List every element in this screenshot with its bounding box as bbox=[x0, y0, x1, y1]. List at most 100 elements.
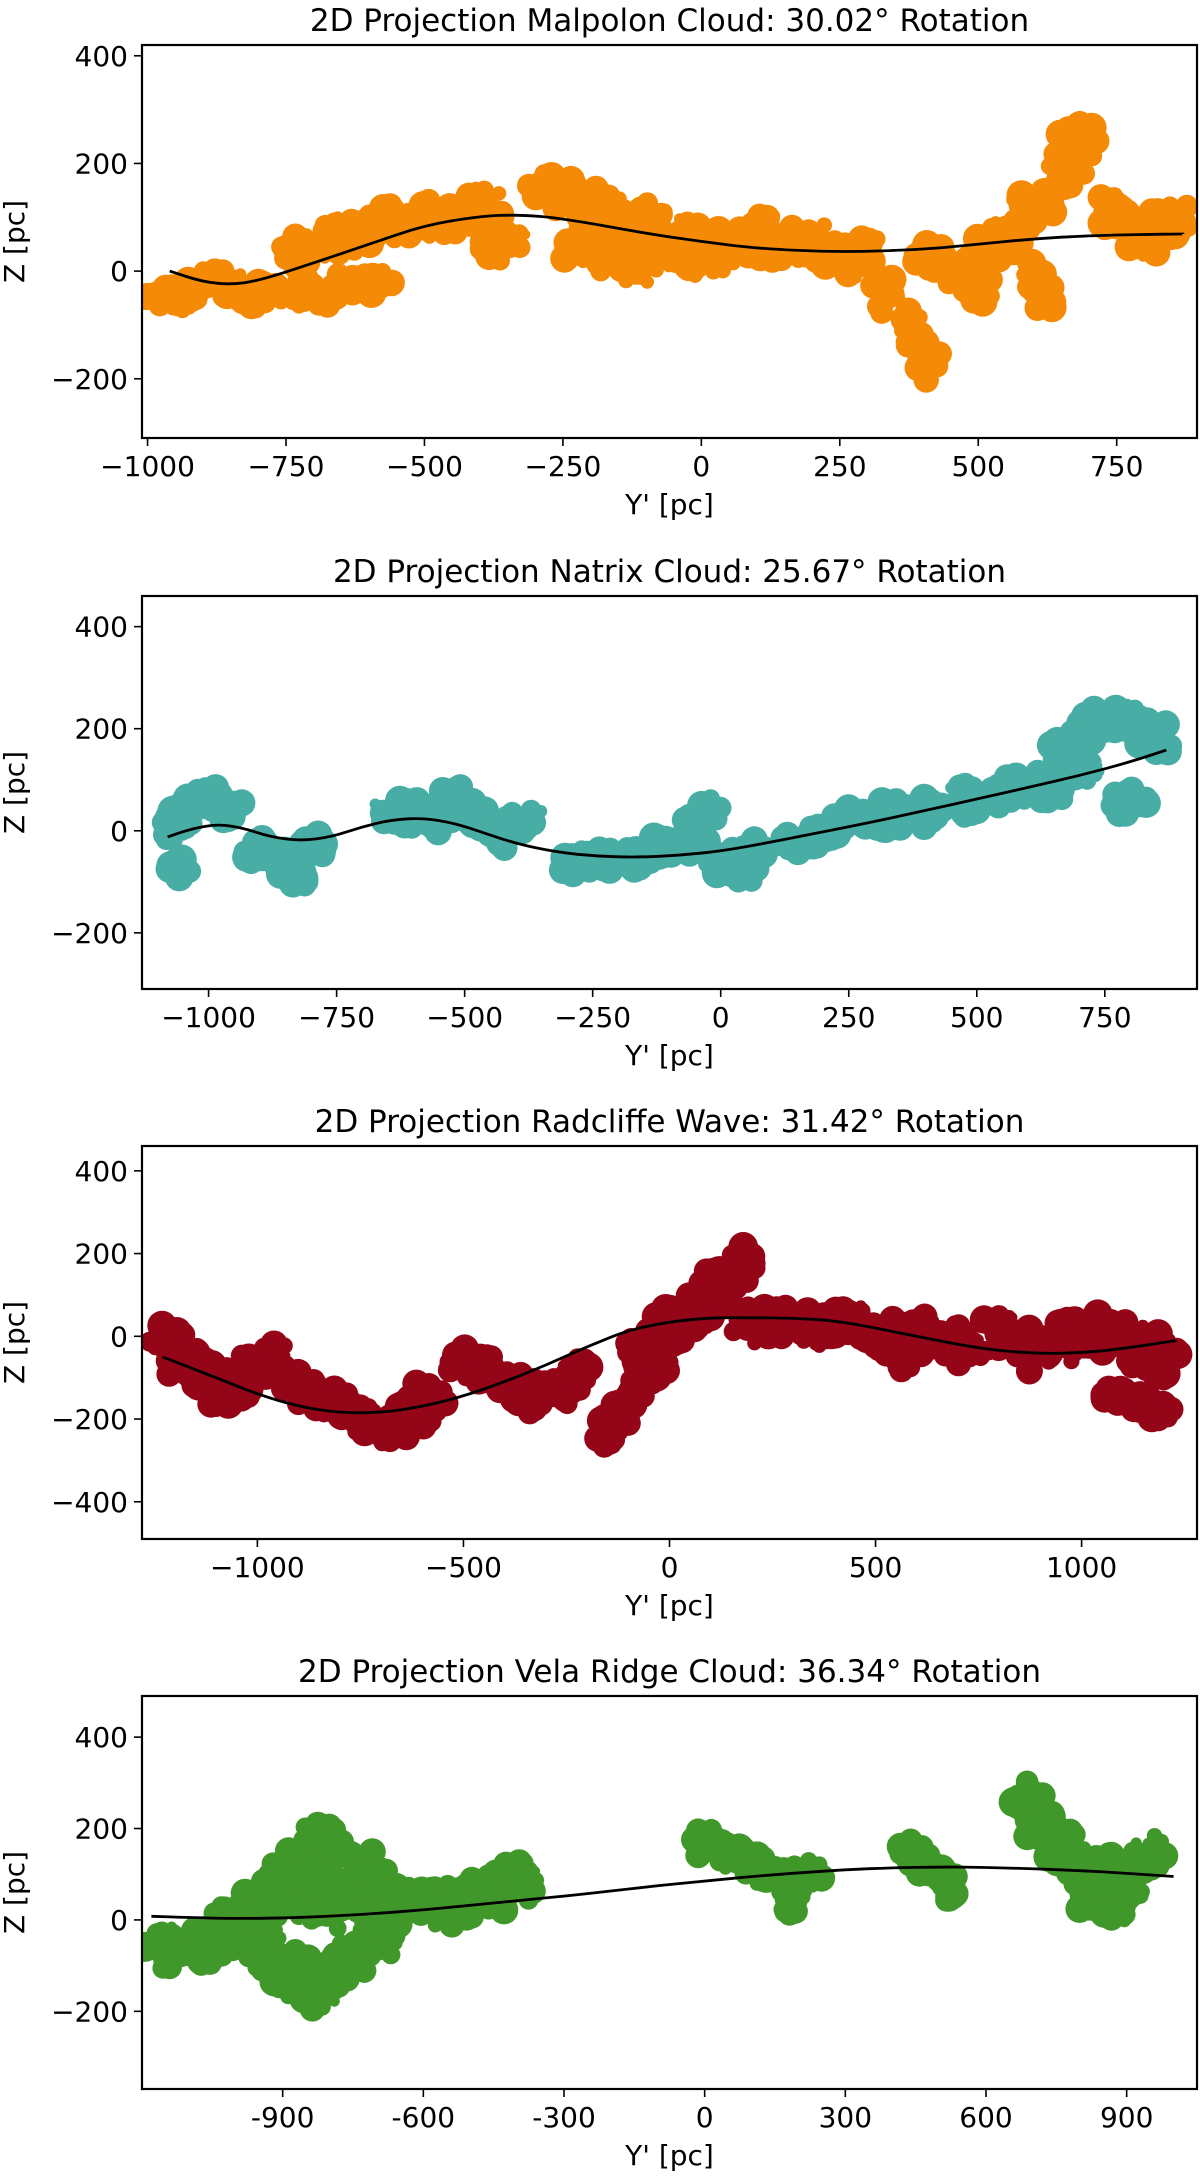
vela-ridge-cluster-4 bbox=[681, 1818, 836, 1905]
natrix-title: 2D Projection Natrix Cloud: 25.67° Rotat… bbox=[333, 554, 1006, 590]
radcliffe-y-tick-label: 400 bbox=[75, 1155, 128, 1188]
radcliffe-data-point bbox=[171, 1322, 184, 1334]
malpolon-data-point bbox=[640, 275, 654, 289]
radcliffe-data-point bbox=[1146, 1372, 1159, 1384]
radcliffe-title: 2D Projection Radcliffe Wave: 31.42° Rot… bbox=[315, 1104, 1025, 1140]
malpolon-data-core bbox=[234, 283, 283, 307]
natrix-data-core bbox=[990, 776, 1025, 804]
natrix-axes-frame bbox=[140, 594, 1199, 991]
radcliffe-cluster-2 bbox=[437, 1334, 604, 1425]
malpolon-x-tick-label: 750 bbox=[1090, 450, 1143, 483]
natrix-data-point bbox=[369, 798, 381, 810]
malpolon-data-core bbox=[327, 217, 367, 249]
natrix-data-core bbox=[1142, 726, 1170, 752]
vela-ridge-data-core bbox=[1106, 1902, 1129, 1920]
vela-ridge-y-tick-label: 400 bbox=[75, 1721, 128, 1754]
radcliffe-x-tick-label: −1000 bbox=[210, 1551, 305, 1584]
vela-ridge-data-core bbox=[247, 1929, 281, 1966]
vela-ridge-panel: 2D Projection Vela Ridge Cloud: 36.34° R… bbox=[0, 1654, 1199, 2172]
radcliffe-fit-curve bbox=[162, 1316, 1178, 1415]
malpolon-data-core bbox=[282, 234, 323, 266]
natrix-x-tick-label: −1000 bbox=[161, 1001, 256, 1034]
malpolon-data-core bbox=[482, 226, 522, 257]
malpolon-y-tick-label: 200 bbox=[75, 147, 128, 180]
natrix-cluster-1 bbox=[232, 820, 339, 898]
natrix-data-core bbox=[439, 789, 470, 812]
radcliffe-data-core bbox=[984, 1314, 1014, 1351]
radcliffe-data-core bbox=[566, 1360, 592, 1387]
radcliffe-x-tick-label: 500 bbox=[849, 1551, 902, 1584]
malpolon-data-core bbox=[459, 191, 500, 222]
natrix-y-tick-label: 200 bbox=[75, 713, 128, 746]
natrix-x-tick-label: 250 bbox=[822, 1001, 875, 1034]
natrix-fit-curve bbox=[167, 748, 1167, 859]
radcliffe-data-core bbox=[1150, 1403, 1170, 1419]
natrix-x-tick-label: −250 bbox=[554, 1001, 631, 1034]
radcliffe-cluster-3 bbox=[584, 1334, 680, 1458]
malpolon-data-core bbox=[568, 231, 613, 268]
vela-ridge-cluster-2 bbox=[249, 1838, 398, 1938]
malpolon-y-tick-label: 0 bbox=[110, 255, 128, 288]
malpolon-x-tick-label: −250 bbox=[524, 450, 601, 483]
vela-ridge-y-tick-label: −200 bbox=[51, 1995, 128, 2028]
radcliffe-data-core bbox=[1083, 1318, 1113, 1355]
malpolon-cluster-4 bbox=[860, 264, 952, 393]
natrix-data-core bbox=[1116, 787, 1145, 814]
malpolon-x-tick-label: −1000 bbox=[100, 450, 195, 483]
malpolon-cluster-7 bbox=[1016, 248, 1067, 323]
malpolon-title: 2D Projection Malpolon Cloud: 30.02° Rot… bbox=[310, 3, 1029, 39]
malpolon-data-core bbox=[1017, 192, 1050, 221]
natrix-x-tick-label: −500 bbox=[426, 1001, 503, 1034]
malpolon-x-tick-label: −500 bbox=[386, 450, 463, 483]
malpolon-x-tick-label: 500 bbox=[952, 450, 1005, 483]
radcliffe-cluster-6 bbox=[879, 1299, 1193, 1391]
vela-ridge-cluster-6 bbox=[886, 1828, 969, 1912]
malpolon-data-core bbox=[530, 176, 573, 204]
vela-ridge-data-core bbox=[939, 1876, 958, 1900]
malpolon-fit-curve bbox=[169, 213, 1185, 286]
radcliffe-cluster-0 bbox=[142, 1310, 297, 1419]
malpolon-point-cloud bbox=[142, 110, 1197, 393]
malpolon-cluster-6 bbox=[978, 110, 1197, 267]
vela-ridge-x-tick-label: -900 bbox=[251, 2101, 315, 2134]
natrix-y-tick-label: −200 bbox=[51, 917, 128, 950]
radcliffe-data-core bbox=[1050, 1322, 1080, 1359]
vela-ridge-x-axis-label: Y' [pc] bbox=[624, 2139, 714, 2172]
natrix-data-core bbox=[167, 854, 188, 879]
radcliffe-cluster-7 bbox=[1090, 1375, 1184, 1433]
vela-ridge-x-tick-label: -600 bbox=[392, 2101, 456, 2134]
vela-ridge-x-tick-label: 900 bbox=[1100, 2101, 1153, 2134]
natrix-x-tick-label: 0 bbox=[712, 1001, 730, 1034]
natrix-data-core bbox=[283, 866, 308, 887]
radcliffe-data-point bbox=[192, 1378, 206, 1392]
radcliffe-y-tick-label: 200 bbox=[75, 1238, 128, 1271]
vela-ridge-fit-curve bbox=[151, 1865, 1174, 1920]
vela-ridge-data-core bbox=[303, 1825, 338, 1859]
radcliffe-y-tick-label: −400 bbox=[51, 1486, 128, 1519]
radcliffe-x-tick-label: −500 bbox=[425, 1551, 502, 1584]
vela-ridge-data-core bbox=[498, 1866, 536, 1900]
vela-ridge-x-tick-label: 0 bbox=[696, 2101, 714, 2134]
malpolon-data-core bbox=[619, 206, 662, 234]
vela-ridge-axes-frame bbox=[140, 1694, 1199, 2091]
malpolon-data-core bbox=[789, 225, 835, 263]
malpolon-cluster-1 bbox=[271, 180, 531, 279]
malpolon-data-core bbox=[1036, 287, 1053, 309]
radcliffe-y-axis-label: Z [pc] bbox=[0, 1301, 31, 1384]
natrix-point-cloud bbox=[151, 694, 1183, 898]
malpolon-data-core bbox=[875, 277, 894, 309]
vela-ridge-x-tick-label: 600 bbox=[959, 2101, 1012, 2134]
natrix-data-core bbox=[702, 800, 719, 821]
vela-ridge-y-tick-label: 200 bbox=[75, 1813, 128, 1846]
natrix-data-core bbox=[511, 809, 541, 832]
natrix-data-core bbox=[219, 793, 240, 818]
natrix-y-tick-label: 400 bbox=[75, 611, 128, 644]
malpolon-axes-frame bbox=[140, 43, 1199, 440]
malpolon-data-core bbox=[963, 274, 994, 300]
vela-ridge-x-tick-label: 300 bbox=[819, 2101, 872, 2134]
vela-ridge-data-core bbox=[1136, 1840, 1164, 1872]
malpolon-y-tick-label: 400 bbox=[75, 40, 128, 73]
radcliffe-panel: 2D Projection Radcliffe Wave: 31.42° Rot… bbox=[0, 1104, 1199, 1622]
vela-ridge-title: 2D Projection Vela Ridge Cloud: 36.34° R… bbox=[298, 1654, 1041, 1690]
